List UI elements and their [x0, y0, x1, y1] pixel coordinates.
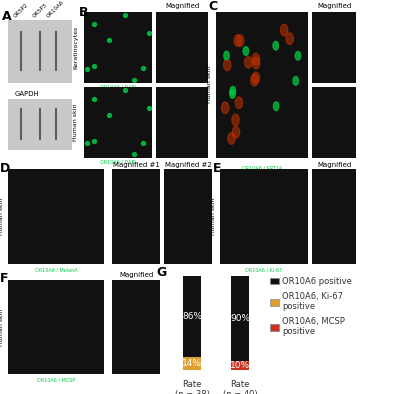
Circle shape	[235, 97, 242, 109]
Text: D: D	[0, 162, 10, 175]
Point	[121, 87, 128, 93]
Circle shape	[273, 102, 279, 111]
Circle shape	[244, 56, 252, 68]
Circle shape	[280, 24, 288, 36]
Text: OR10A6 / DAPI: OR10A6 / DAPI	[100, 84, 136, 89]
Point	[140, 140, 146, 147]
Text: C: C	[209, 0, 218, 13]
Bar	[183, 276, 201, 357]
Text: OR10A6 / MelanA: OR10A6 / MelanA	[35, 268, 77, 273]
Circle shape	[295, 51, 301, 60]
Text: 14%: 14%	[182, 359, 202, 368]
Point	[84, 65, 90, 72]
Circle shape	[234, 35, 241, 46]
Bar	[183, 357, 201, 370]
Circle shape	[293, 76, 298, 85]
Text: Human skin: Human skin	[0, 198, 4, 236]
Circle shape	[252, 72, 260, 84]
Text: 90%: 90%	[230, 314, 250, 323]
Circle shape	[252, 53, 260, 65]
Circle shape	[252, 57, 260, 69]
Text: Magnified: Magnified	[165, 3, 199, 9]
Text: OR5P2: OR5P2	[12, 2, 29, 19]
Text: Keratinocytes: Keratinocytes	[73, 26, 78, 69]
Text: Human skin: Human skin	[73, 103, 78, 141]
Point	[130, 151, 137, 158]
Text: OR10A6 / Ki-67: OR10A6 / Ki-67	[246, 268, 282, 273]
Point	[140, 65, 146, 72]
Circle shape	[230, 89, 235, 98]
Text: F: F	[0, 272, 9, 285]
Legend: OR10A6 positive, OR10A6, Ki-67
positive, OR10A6, MCSP
positive: OR10A6 positive, OR10A6, Ki-67 positive,…	[268, 275, 354, 338]
Circle shape	[222, 102, 229, 113]
Circle shape	[230, 86, 236, 95]
Text: Human skin: Human skin	[0, 308, 4, 346]
Point	[130, 76, 137, 83]
Text: OR10A6 / DAPI: OR10A6 / DAPI	[100, 159, 136, 164]
Text: Magnified: Magnified	[317, 162, 351, 167]
Circle shape	[236, 35, 244, 46]
Point	[91, 63, 97, 70]
Bar	[231, 361, 249, 370]
Text: G: G	[156, 266, 166, 279]
Text: Magnified #1: Magnified #1	[112, 162, 160, 167]
Circle shape	[273, 41, 278, 50]
Circle shape	[224, 59, 231, 71]
Bar	[231, 276, 249, 361]
Circle shape	[232, 114, 239, 126]
Circle shape	[243, 46, 249, 55]
Text: GAPDH: GAPDH	[15, 91, 40, 97]
Text: Magnified #2: Magnified #2	[165, 162, 211, 167]
Circle shape	[228, 133, 235, 144]
Text: OR10A6 / KRT14: OR10A6 / KRT14	[242, 165, 282, 170]
Point	[146, 104, 152, 111]
Point	[121, 12, 128, 18]
Circle shape	[251, 74, 258, 86]
Circle shape	[286, 33, 293, 45]
Text: E: E	[213, 162, 222, 175]
Text: 10%: 10%	[230, 361, 250, 370]
Text: OR10A6: OR10A6	[46, 0, 66, 19]
Text: Human skin: Human skin	[211, 198, 216, 236]
Point	[91, 21, 97, 28]
Text: OR10A6 / MCSP: OR10A6 / MCSP	[37, 378, 75, 383]
Circle shape	[232, 126, 240, 138]
Text: A: A	[2, 10, 11, 23]
Point	[91, 96, 97, 102]
Point	[106, 37, 112, 43]
Circle shape	[224, 51, 229, 60]
Text: Magnified: Magnified	[119, 272, 153, 278]
Text: OR5P3: OR5P3	[32, 2, 48, 19]
Text: 86%: 86%	[182, 312, 202, 321]
Point	[106, 112, 112, 118]
Point	[146, 30, 152, 36]
Text: Human skin: Human skin	[207, 66, 212, 104]
Text: B: B	[78, 6, 88, 19]
Point	[91, 138, 97, 145]
Text: Magnified: Magnified	[317, 3, 351, 9]
Point	[84, 140, 90, 147]
